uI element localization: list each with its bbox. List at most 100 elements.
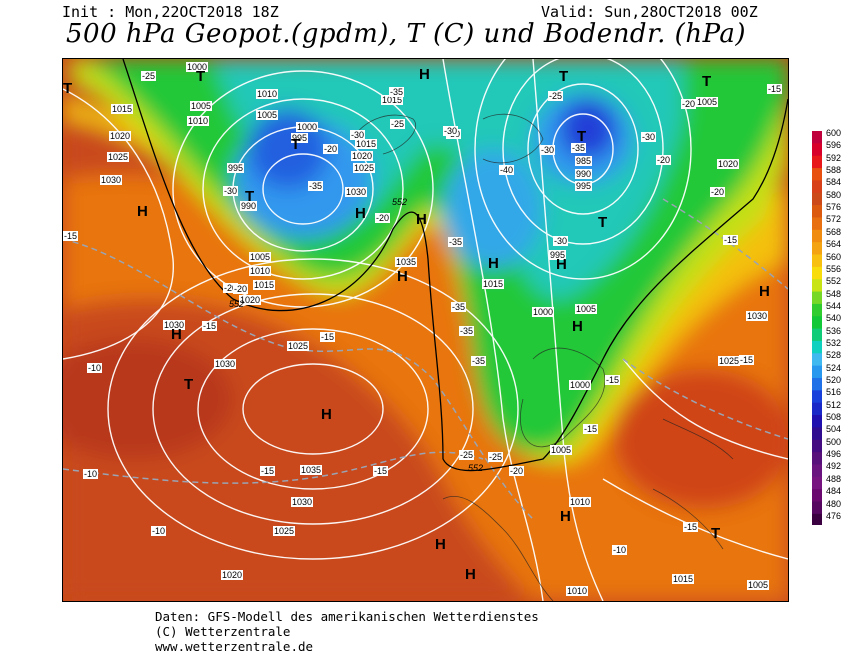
temp-label: -20 bbox=[323, 144, 339, 154]
isobar-label: 1015 bbox=[672, 574, 695, 584]
isobar-label: 1015 bbox=[381, 95, 404, 105]
legend-value: 504 bbox=[826, 424, 842, 435]
legend-swatch bbox=[812, 476, 822, 490]
high-pressure-symbol: H bbox=[397, 268, 408, 285]
legend-swatch bbox=[812, 303, 822, 317]
legend-swatch bbox=[812, 143, 822, 157]
temp-label: -10 bbox=[151, 526, 167, 536]
legend-value: 500 bbox=[826, 436, 842, 447]
legend-swatch bbox=[812, 513, 822, 527]
legend-value: 556 bbox=[826, 263, 842, 274]
isobar-label: 1020 bbox=[717, 159, 740, 169]
isobar-label: 1010 bbox=[569, 497, 592, 507]
legend-swatch bbox=[812, 180, 822, 194]
temp-label: -10 bbox=[612, 545, 628, 555]
temp-label: -10 bbox=[87, 363, 103, 373]
legend-value: 544 bbox=[826, 300, 842, 311]
legend-value: 572 bbox=[826, 214, 842, 225]
contour-552-label: 552 bbox=[229, 299, 245, 309]
legend-swatch bbox=[812, 316, 822, 330]
legend-swatch bbox=[812, 365, 822, 379]
temp-label: -20 bbox=[656, 155, 672, 165]
temp-label: -20 bbox=[223, 283, 239, 293]
legend-value: 492 bbox=[826, 461, 842, 472]
temp-label: -35 bbox=[459, 326, 475, 336]
isobar-label: 1015 bbox=[355, 139, 378, 149]
legend-value: 576 bbox=[826, 202, 842, 213]
legend-swatch bbox=[812, 279, 822, 293]
temp-label: -15 bbox=[683, 522, 699, 532]
isobar-label: 985 bbox=[575, 156, 593, 166]
legend-value: 512 bbox=[826, 399, 842, 410]
high-pressure-symbol: H bbox=[572, 318, 583, 335]
temp-label: -15 bbox=[260, 466, 276, 476]
isobar-label: 1025 bbox=[353, 163, 376, 173]
low-pressure-symbol: T bbox=[598, 214, 608, 231]
isobar-label: 1025 bbox=[718, 356, 741, 366]
high-pressure-symbol: H bbox=[556, 256, 567, 273]
legend-value: 600 bbox=[826, 128, 842, 138]
high-pressure-symbol: H bbox=[416, 211, 427, 228]
weather-map: 1000 1010 1005 1010 1015 1020 1025 1030 … bbox=[62, 58, 789, 602]
low-pressure-symbol: T bbox=[245, 188, 255, 205]
legend-value: 488 bbox=[826, 473, 842, 484]
legend-value: 528 bbox=[826, 350, 842, 361]
legend-swatch bbox=[812, 266, 822, 280]
temp-label: -30 bbox=[443, 126, 459, 136]
isobar-label: 1015 bbox=[111, 104, 134, 114]
isobar-label: 1020 bbox=[109, 131, 132, 141]
legend-swatch bbox=[812, 217, 822, 231]
legend-swatch bbox=[812, 501, 822, 515]
isobar-label: 1000 bbox=[532, 307, 555, 317]
temp-label: -35 bbox=[308, 181, 324, 191]
legend-value: 540 bbox=[826, 313, 842, 324]
legend-swatch bbox=[812, 155, 822, 169]
isobar-label: 1000 bbox=[569, 380, 592, 390]
legend-value: 480 bbox=[826, 498, 842, 509]
isobar-label: 1015 bbox=[482, 279, 505, 289]
legend-value: 548 bbox=[826, 288, 842, 299]
isobar-label: 1005 bbox=[747, 580, 770, 590]
legend-value: 496 bbox=[826, 449, 842, 460]
legend-value: 476 bbox=[826, 510, 842, 521]
isobar-label: 1025 bbox=[287, 341, 310, 351]
isobar-label: 1000 bbox=[186, 62, 209, 72]
high-pressure-symbol: H bbox=[419, 66, 430, 83]
temp-label: -15 bbox=[767, 84, 783, 94]
legend-value: 508 bbox=[826, 412, 842, 423]
isobar-label: 990 bbox=[575, 169, 593, 179]
legend-value: 536 bbox=[826, 325, 842, 336]
legend-value: 552 bbox=[826, 276, 842, 287]
temp-label: -30 bbox=[641, 132, 657, 142]
footer-data-source: Daten: GFS-Modell des amerikanischen Wet… bbox=[155, 609, 539, 624]
temp-label: -30 bbox=[350, 130, 366, 140]
low-pressure-symbol: T bbox=[702, 73, 712, 90]
valid-time: Valid: Sun,28OCT2018 00Z bbox=[541, 3, 758, 21]
isobar-label: 995 bbox=[575, 181, 593, 191]
temp-label: -15 bbox=[739, 355, 755, 365]
isobar-label: 1005 bbox=[190, 101, 213, 111]
high-pressure-symbol: H bbox=[355, 205, 366, 222]
temp-label: -15 bbox=[373, 466, 389, 476]
temp-label: -30 bbox=[553, 236, 569, 246]
isobar-label: 1020 bbox=[351, 151, 374, 161]
temp-label: -25 bbox=[548, 91, 564, 101]
legend-value: 584 bbox=[826, 177, 842, 188]
low-pressure-symbol: T bbox=[291, 136, 301, 153]
isobar-label: 1030 bbox=[345, 187, 368, 197]
temp-label: -10 bbox=[83, 469, 99, 479]
temp-label: -15 bbox=[583, 424, 599, 434]
legend-value: 596 bbox=[826, 140, 842, 151]
temp-label: -25 bbox=[390, 119, 406, 129]
isobar-label: 995 bbox=[227, 163, 245, 173]
isobar-label: 1035 bbox=[300, 465, 323, 475]
high-pressure-symbol: H bbox=[759, 283, 770, 300]
footer-copyright: (C) Wetterzentrale bbox=[155, 624, 291, 639]
isobar-label: 995 bbox=[549, 250, 567, 260]
legend-value: 580 bbox=[826, 189, 842, 200]
high-pressure-symbol: H bbox=[560, 508, 571, 525]
legend-value: 524 bbox=[826, 362, 842, 373]
low-pressure-symbol: T bbox=[559, 68, 569, 85]
legend-value: 560 bbox=[826, 251, 842, 262]
legend-swatch bbox=[812, 340, 822, 354]
